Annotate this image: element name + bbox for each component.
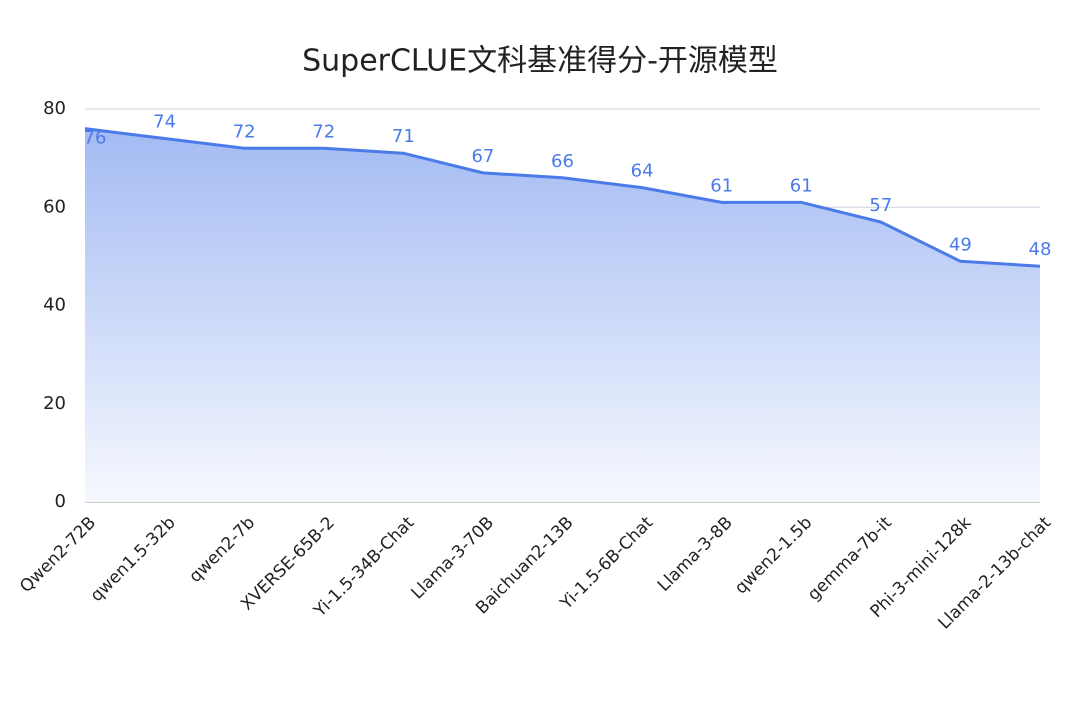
data-label: 61	[790, 175, 813, 196]
data-label: 64	[631, 161, 654, 182]
x-tick-label: Qwen2-72B	[16, 513, 100, 597]
data-label: 61	[710, 175, 733, 196]
y-tick-label: 80	[43, 98, 66, 119]
data-label: 67	[471, 146, 494, 167]
data-label: 74	[153, 111, 176, 132]
area-fill	[85, 128, 1040, 502]
y-tick-label: 60	[43, 196, 66, 217]
data-label: 72	[312, 121, 335, 142]
x-tick-label: Llama-3-8B	[654, 513, 737, 596]
data-label: 72	[233, 121, 256, 142]
chart-title: SuperCLUE文科基准得分-开源模型	[302, 44, 778, 79]
x-tick-label: qwen2-1.5b	[731, 513, 816, 598]
data-label: 49	[949, 234, 972, 255]
line	[84, 127, 1041, 268]
x-tick-label: qwen2-7b	[185, 513, 259, 587]
data-label: 57	[869, 195, 892, 216]
y-tick-label: 0	[55, 491, 66, 512]
data-label: 66	[551, 151, 574, 172]
data-label: 48	[1029, 239, 1052, 260]
y-tick-label: 40	[43, 295, 66, 316]
x-tick-label: qwen1.5-32b	[87, 513, 180, 606]
data-label: 71	[392, 126, 415, 147]
x-tick-label: Llama-3-70B	[408, 513, 498, 603]
data-label: 76	[84, 128, 107, 149]
y-tick-label: 20	[43, 393, 66, 414]
